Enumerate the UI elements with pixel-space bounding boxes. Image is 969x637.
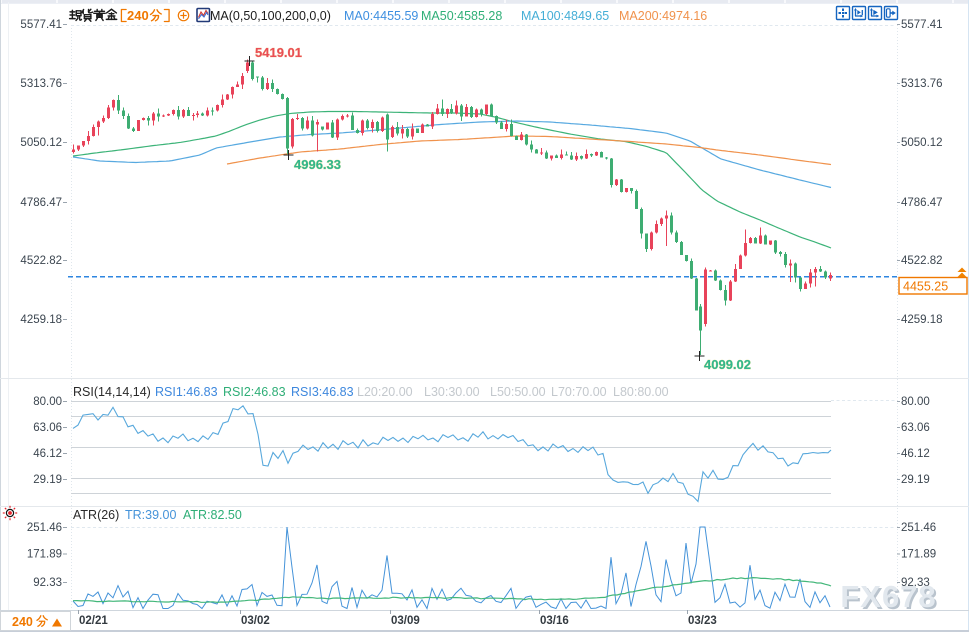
- svg-text:63.06: 63.06: [33, 422, 62, 434]
- svg-text:03/23: 03/23: [688, 615, 717, 627]
- svg-text:03/16: 03/16: [540, 615, 569, 627]
- svg-text:L30:30.00: L30:30.00: [424, 385, 480, 399]
- svg-text:171.89: 171.89: [27, 549, 62, 561]
- svg-text:92.33: 92.33: [33, 577, 62, 589]
- svg-text:ATR:82.50: ATR:82.50: [183, 508, 242, 522]
- svg-text:RSI(14,14,14): RSI(14,14,14): [73, 385, 151, 399]
- svg-text:46.12: 46.12: [33, 448, 62, 460]
- svg-text:MA100:4849.65: MA100:4849.65: [521, 9, 609, 23]
- svg-text:29.19: 29.19: [33, 474, 62, 486]
- svg-text:4259.18: 4259.18: [901, 314, 943, 326]
- svg-text:251.46: 251.46: [27, 522, 62, 534]
- svg-text:02/21: 02/21: [79, 615, 108, 627]
- svg-text:5313.76: 5313.76: [20, 78, 62, 90]
- svg-text:L80:80.00: L80:80.00: [613, 385, 669, 399]
- svg-text:MA200:4974.16: MA200:4974.16: [619, 9, 707, 23]
- svg-text:240: 240: [12, 615, 33, 629]
- svg-text:L50:50.00: L50:50.00: [490, 385, 546, 399]
- svg-text:MA0:4455.59: MA0:4455.59: [344, 9, 418, 23]
- svg-text:251.46: 251.46: [901, 522, 936, 534]
- svg-text:240: 240: [127, 8, 149, 23]
- svg-text:L20:20.00: L20:20.00: [357, 385, 413, 399]
- svg-text:63.06: 63.06: [901, 422, 930, 434]
- svg-text:80.00: 80.00: [901, 396, 930, 408]
- svg-text:ATR(26): ATR(26): [73, 508, 119, 522]
- svg-text:4996.33: 4996.33: [294, 157, 341, 172]
- svg-text:4786.47: 4786.47: [20, 197, 62, 209]
- svg-text:4099.02: 4099.02: [704, 357, 751, 372]
- svg-text:171.89: 171.89: [901, 549, 936, 561]
- svg-text:4786.47: 4786.47: [901, 197, 943, 209]
- svg-text:03/02: 03/02: [241, 615, 270, 627]
- svg-text:RSI3:46.83: RSI3:46.83: [291, 385, 354, 399]
- svg-text:4259.18: 4259.18: [20, 314, 62, 326]
- svg-text:RSI1:46.83: RSI1:46.83: [155, 385, 218, 399]
- svg-text:5577.41: 5577.41: [901, 19, 943, 31]
- svg-text:5419.01: 5419.01: [255, 45, 302, 60]
- svg-text:5050.12: 5050.12: [901, 137, 943, 149]
- svg-text:FX678: FX678: [842, 581, 938, 616]
- svg-text:5313.76: 5313.76: [901, 78, 943, 90]
- svg-text:5050.12: 5050.12: [20, 137, 62, 149]
- svg-text:29.19: 29.19: [901, 474, 930, 486]
- svg-text:RSI2:46.83: RSI2:46.83: [223, 385, 286, 399]
- svg-text:L70:70.00: L70:70.00: [551, 385, 607, 399]
- svg-text:5577.41: 5577.41: [20, 19, 62, 31]
- svg-text:46.12: 46.12: [901, 448, 930, 460]
- svg-text:80.00: 80.00: [33, 396, 62, 408]
- svg-text:92.33: 92.33: [901, 577, 930, 589]
- svg-text:4522.82: 4522.82: [20, 255, 62, 267]
- svg-text:TR:39.00: TR:39.00: [125, 508, 176, 522]
- svg-text:4455.25: 4455.25: [903, 280, 948, 294]
- svg-text:MA50:4585.28: MA50:4585.28: [421, 9, 502, 23]
- svg-text:FX678: FX678: [840, 579, 936, 614]
- svg-text:03/09: 03/09: [391, 615, 420, 627]
- svg-text:4522.82: 4522.82: [901, 255, 943, 267]
- svg-text:MA(0,50,100,200,0,0): MA(0,50,100,200,0,0): [210, 9, 331, 23]
